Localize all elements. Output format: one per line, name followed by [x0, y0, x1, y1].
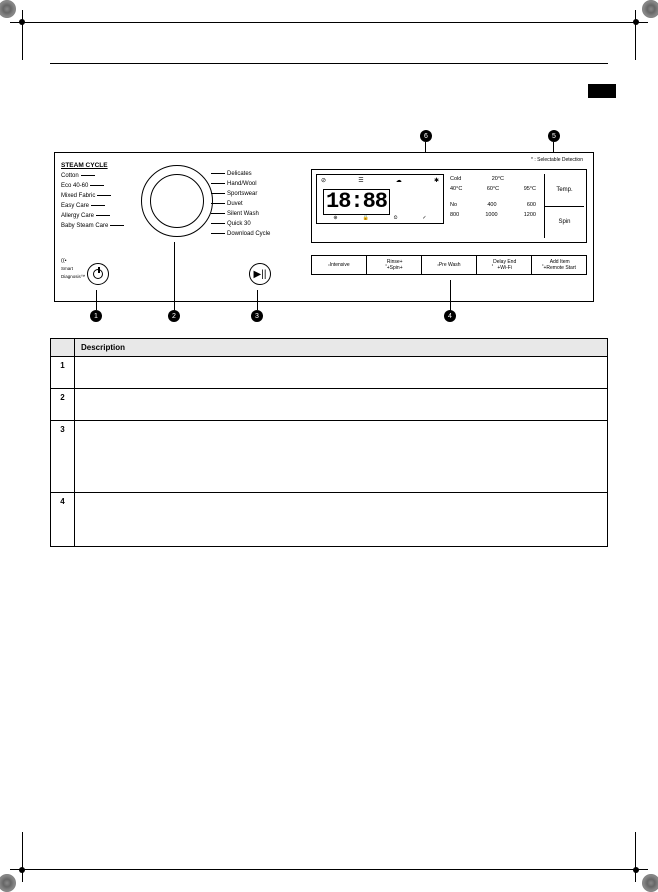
table-row: 4: [51, 493, 608, 547]
table-row: 2: [51, 389, 608, 421]
opt-delay-wifi[interactable]: •Delay End+Wi-Fi: [477, 256, 532, 274]
temp-button[interactable]: Temp.: [544, 174, 584, 207]
table-row: 1: [51, 357, 608, 389]
page-content: 6 5 * : Selectable Detection STEAM CYCLE…: [50, 50, 608, 832]
opt-intensive[interactable]: •Intensive: [312, 256, 367, 274]
callout-5: 5: [548, 130, 560, 142]
spin-button[interactable]: Spin: [544, 207, 584, 239]
crop-mark-bl: [0, 832, 60, 892]
callout-3: 3: [251, 310, 263, 322]
time-display: 18:88: [323, 189, 390, 215]
control-panel: * : Selectable Detection STEAM CYCLE Cot…: [54, 152, 594, 302]
table-header-desc: Description: [75, 339, 608, 357]
start-pause-button[interactable]: ▶||: [249, 263, 271, 285]
opt-rinse-spin[interactable]: •Rinse++Spin+: [367, 256, 422, 274]
cycle-list-left: STEAM CYCLE Cotton Eco 40-60 Mixed Fabri…: [61, 161, 124, 231]
display-panel: ⊘ ☰ ☁ ✱ 18:88 ⊕ 🔒 ⏲ ✓ Cold20°C 40: [311, 169, 587, 243]
cycle-list-right: Delicates Hand/Wool Sportswear Duvet Sil…: [211, 169, 270, 239]
lcd-icon: ☁: [396, 177, 402, 184]
opt-additem-remote[interactable]: •Add Item+Remote Start: [532, 256, 586, 274]
opt-prewash[interactable]: •Pre Wash: [422, 256, 477, 274]
top-trim-line: [50, 22, 608, 23]
lcd-icon: ☰: [358, 177, 363, 184]
callout-6: 6: [420, 130, 432, 142]
lcd-icon: ✓: [422, 215, 426, 221]
power-icon: [93, 269, 103, 279]
description-table: Description 1 2 3 4: [50, 338, 608, 547]
lcd-icon: 🔒: [362, 215, 368, 221]
power-button[interactable]: [87, 263, 109, 285]
callout-4: 4: [444, 310, 456, 322]
lcd-icon: ⊘: [321, 177, 326, 184]
lcd-icon: ⊕: [333, 215, 337, 221]
control-panel-figure: 6 5 * : Selectable Detection STEAM CYCLE…: [50, 152, 608, 302]
lcd-screen: ⊘ ☰ ☁ ✱ 18:88 ⊕ 🔒 ⏲ ✓: [316, 174, 444, 224]
detection-note: * : Selectable Detection: [531, 157, 583, 163]
temp-spin-grid: Cold20°C 40°C60°C95°C No400600 800100012…: [448, 174, 538, 220]
lcd-icon: ✱: [434, 177, 439, 184]
crop-mark-br: [598, 832, 658, 892]
program-dial[interactable]: [141, 165, 213, 237]
option-button-row: •Intensive •Rinse++Spin+ •Pre Wash •Dela…: [311, 255, 587, 275]
smart-diagnosis-label: ((•SmartDiagnosis™: [61, 258, 85, 281]
bottom-trim-line: [50, 869, 608, 870]
lcd-icon: ⏲: [394, 215, 398, 221]
table-row: 3: [51, 421, 608, 493]
callout-1: 1: [90, 310, 102, 322]
callout-2: 2: [168, 310, 180, 322]
table-header-blank: [51, 339, 75, 357]
play-pause-icon: ▶||: [254, 269, 267, 280]
section-title-rule: [50, 50, 608, 64]
temp-spin-buttons: Temp. Spin: [544, 174, 584, 238]
